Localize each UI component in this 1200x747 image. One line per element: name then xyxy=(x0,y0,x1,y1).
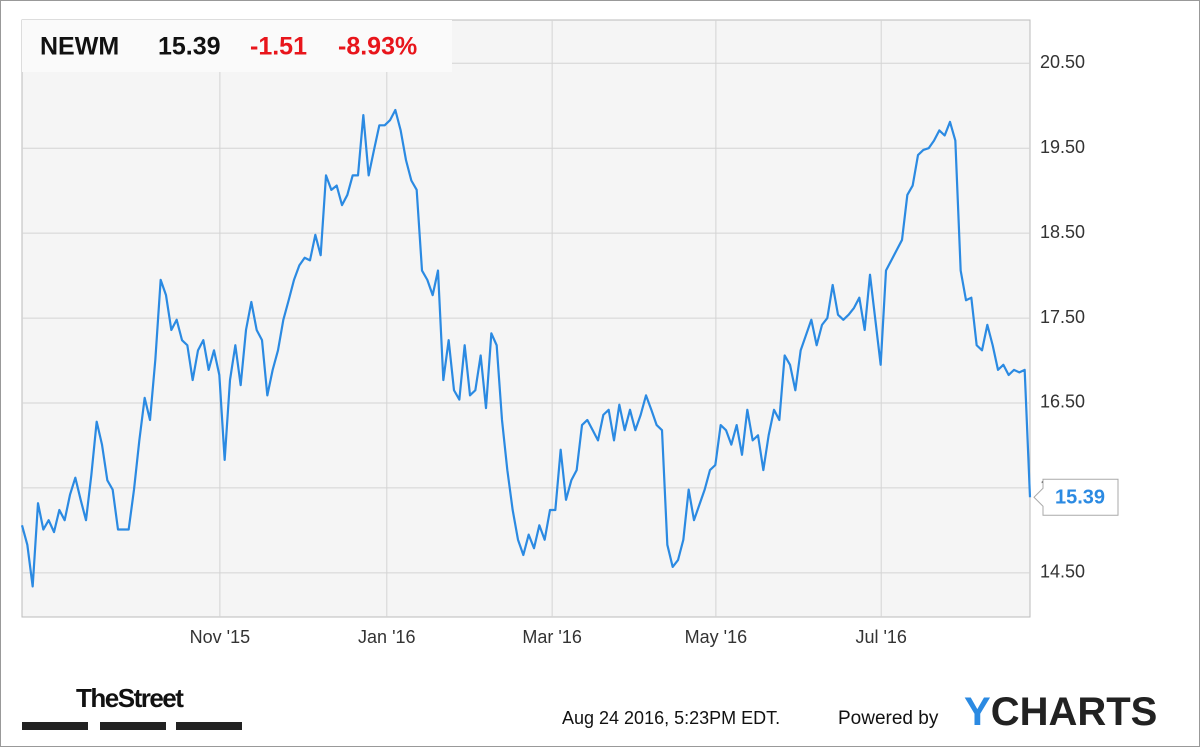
marks xyxy=(20,108,1032,588)
logo-rest: CHARTS xyxy=(991,690,1158,734)
x-tick-label: Jul '16 xyxy=(855,627,906,647)
price: 15.39 xyxy=(158,33,221,61)
timestamp: Aug 24 2016, 5:23PM EDT. xyxy=(562,708,780,728)
y-tick-label: 19.50 xyxy=(1040,137,1085,157)
brand-bar xyxy=(22,722,88,730)
y-tick-label: 20.50 xyxy=(1040,52,1085,72)
powered-by: Powered by xyxy=(838,708,939,729)
x-tick-label: Jan '16 xyxy=(358,627,415,647)
header-box xyxy=(22,20,452,72)
ticker: NEWM xyxy=(40,33,119,61)
end-label-box xyxy=(1033,478,1119,516)
x-tick-label: Mar '16 xyxy=(522,627,581,647)
x-tick-label: Nov '15 xyxy=(190,627,250,647)
brand: TheStreet xyxy=(76,683,184,713)
y-tick-label: 16.50 xyxy=(1040,392,1085,412)
end-label: 15.39 xyxy=(1055,487,1105,509)
logo-y: Y xyxy=(964,690,991,734)
brand-bar xyxy=(176,722,242,730)
y-tick-label: 17.50 xyxy=(1040,307,1085,327)
logo: YCHARTS xyxy=(964,690,1157,734)
x-tick-label: May '16 xyxy=(685,627,747,647)
y-tick-label: 14.50 xyxy=(1040,562,1085,582)
brand-bar xyxy=(100,722,166,730)
change-percent: -8.93% xyxy=(338,33,417,61)
change: -1.51 xyxy=(250,33,307,61)
price-line xyxy=(20,108,1032,588)
end-label: 15.39 xyxy=(1033,478,1119,516)
y-tick-label: 18.50 xyxy=(1040,222,1085,242)
